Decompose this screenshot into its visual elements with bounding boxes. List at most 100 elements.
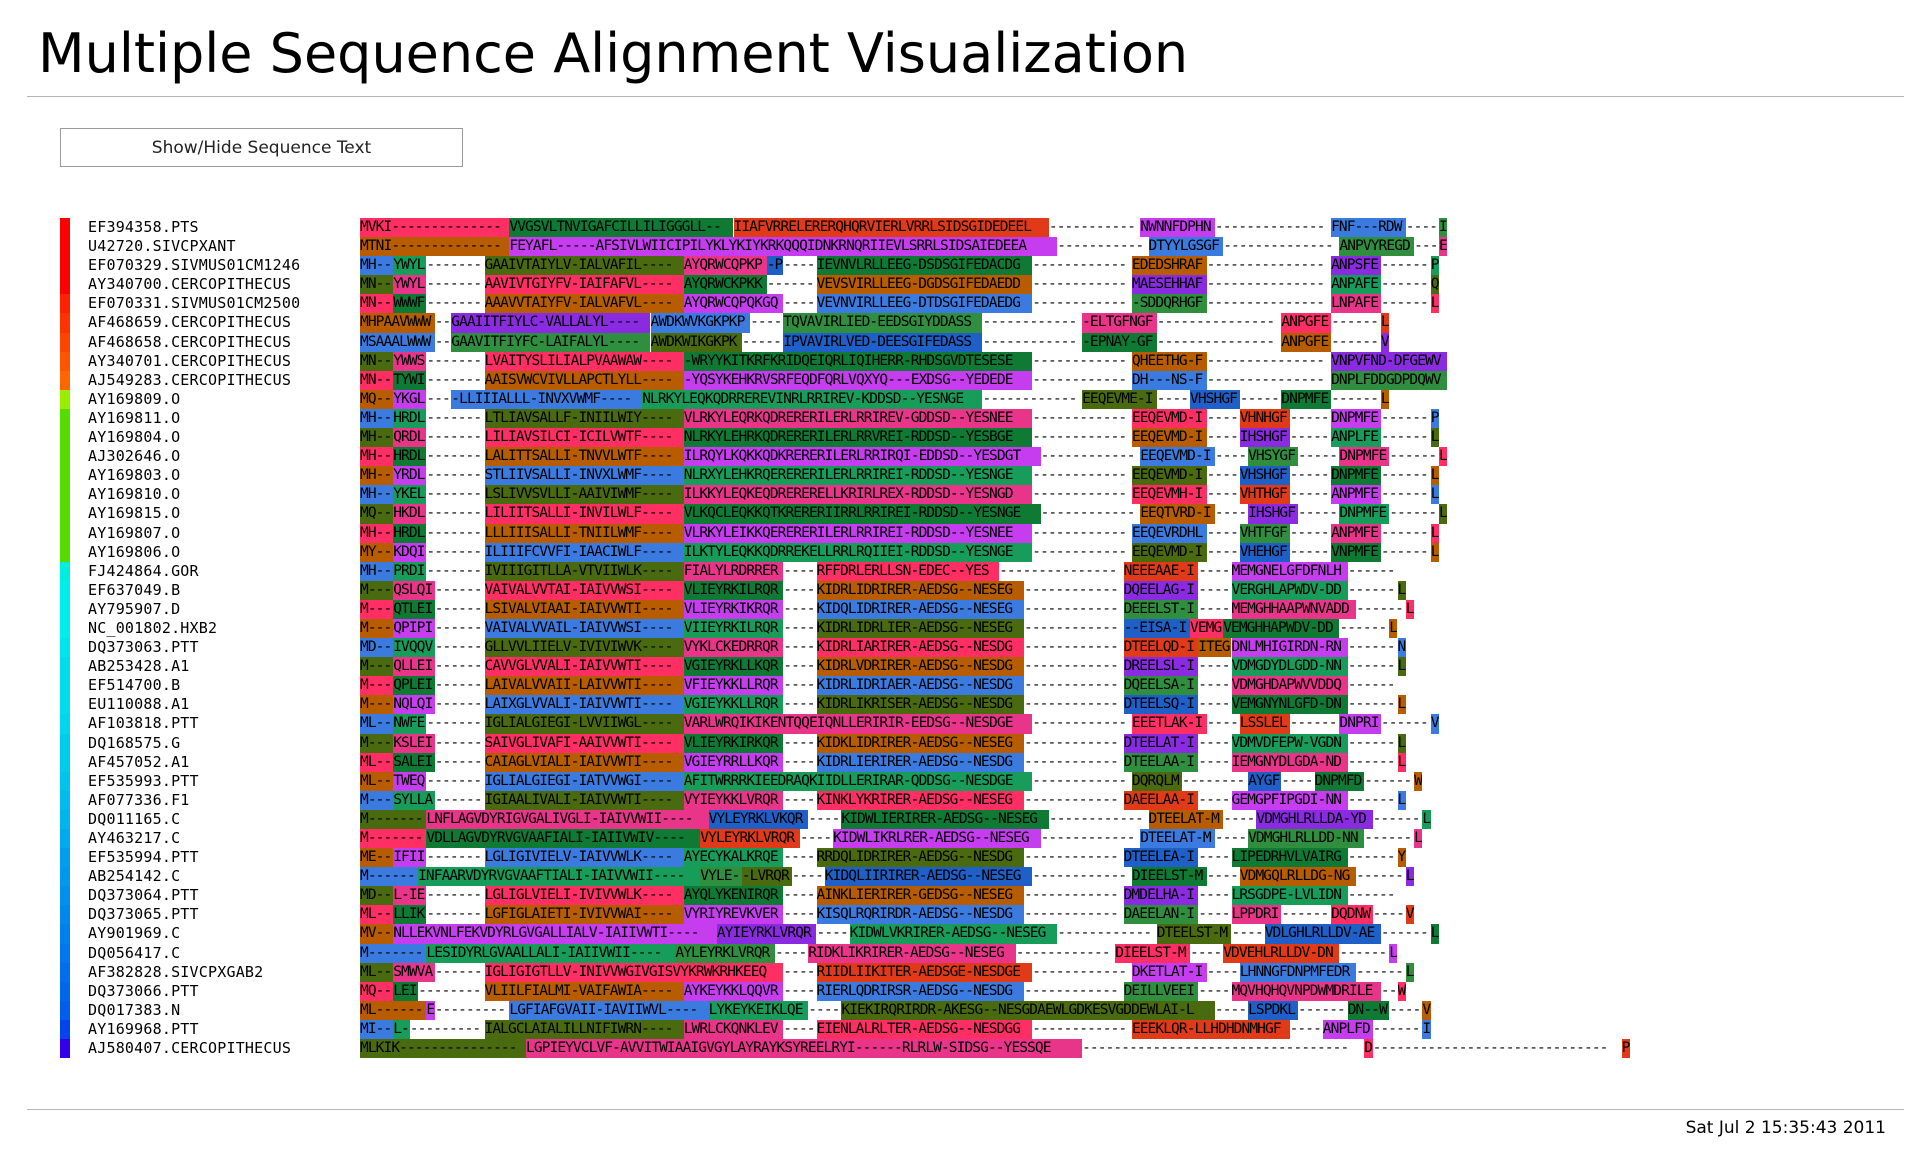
timestamp: Sat Jul 2 15:35:43 2011 [1685,1118,1886,1138]
sequence-segment: --------- [409,1020,481,1037]
sequence-segment: ------------ [1032,257,1127,274]
sequence-segment: SAIVGLIVAFI-AAIVVWTI---- [484,733,684,753]
sequence-segment: VIIEYRKILRQR [683,618,784,639]
sequence-segment: ------- [426,715,482,732]
sequence-segment: L [1439,447,1448,467]
sequence-row: MH-- QRDL ------- LILIAVSILCI-ICILVWTF---- N… [360,428,1860,448]
sequence-segment: DTEELAT-M [1148,809,1224,829]
sequence-segment: ---- [783,887,815,904]
sequence-row: ML-- SMWVA ------ IGLIGIGTLLV-INIVVWGIVGISV… [360,962,1860,982]
sequence-segment: -ELTGFNGF [1082,313,1157,333]
sequence-segment: LIPEDRHVLVAIRG [1231,848,1348,868]
sequence-segment: GAAIVTAIYLV-IALVAFIL---- [484,256,684,276]
sequence-segment: HRDL [393,408,427,429]
sequence-segment: I [1439,218,1448,238]
sequence-segment: -------- [418,982,482,999]
sequence-segment: AYQLYKENIRQR [683,886,784,906]
sequence-segment: EEQEVMD-I [1131,408,1207,429]
sequence-segment: MI-- [360,1019,394,1040]
alignment-panel[interactable]: MVKI-------------- VVGSVLTNVIGAFCILLILIGG… [360,218,1860,1059]
sequence-segment: ---- [1214,1001,1247,1018]
sequence-segment: AYQRWCQPKP [683,256,767,276]
sequence-row: MQ-- HKDL ------- LILIITSALLI-INVILWLF---- V… [360,504,1860,524]
sequence-segment: VDMGQLRLLDG-NG [1239,867,1356,887]
sequence-segment: GEMGPFIPGDI-NN [1231,790,1348,810]
sequence-segment: DQDNW [1331,905,1373,925]
sequence-segment: ----- [1297,505,1338,522]
sequence-segment: P [1430,408,1439,429]
sequence-segment: ---- [783,734,815,751]
sequence-segment: VFIEYKKLLRQR [683,676,784,696]
sequence-segment: MLKIK--------------- [360,1039,526,1059]
sequence-segment: VYIEYKKLVRQR [683,790,784,810]
sequence-segment: DTEELSQ-I [1123,695,1199,715]
sequence-segment: ---- [783,849,815,866]
sequence-segment: DQRQLM [1131,771,1182,791]
sequence-segment: DKETLAT-I [1131,962,1207,982]
sequence-segment: VDMGDYDLGDD-NN [1231,657,1348,677]
sequence-segment: ------ [1281,906,1329,923]
sequence-segment: ---- [1223,810,1255,827]
sequence-segment: V [1430,714,1439,734]
sequence-segment: VNPVFND-DFGEWV [1331,351,1448,371]
sequence-segment: ---- [791,868,824,885]
sequence-segment: ------ [1347,581,1396,598]
sequence-segment: ------------ [982,333,1078,350]
sequence-segment: MH-- [360,561,394,581]
sequence-segment: TQVAVIRLIED-EEDSGIYDDASS [783,313,983,333]
sequence-segment: DEEELST-I [1123,599,1199,619]
sequence-segment: AAISVWCVIVLLAPCTLYLL---- [484,370,684,390]
sequence-segment: ---- [1214,830,1247,846]
sequence-segment: DTYYLGSGF [1148,237,1224,257]
sequence-segment: ------ [1347,849,1396,866]
sequence-segment: L [1430,523,1439,543]
sequence-segment: KIDQLIDRIRER-AEDSG--NESEG [816,599,1024,619]
sequence-segment: ------------ [1032,486,1127,503]
sequence-segment: ------ [1347,639,1396,656]
sequence-segment: EEQEVMH-I [1131,485,1207,505]
sequence-segment: MQVHQHQVNPDWMDRILE [1231,981,1381,1001]
sequence-segment: ---- [1206,524,1239,541]
sequence-name: EF535994.PTT [88,848,199,867]
sequence-segment: ------ [1297,1001,1346,1018]
sequence-segment: ------ [1356,963,1404,980]
group-color-strip [60,886,70,906]
sequence-name: AY795907.D [88,599,181,618]
sequence-segment: --------------- [1206,295,1325,312]
sequence-segment: ---- [783,619,815,636]
sequence-segment: ---- [783,791,815,808]
sequence-segment: LEI [393,981,419,1001]
group-color-strip [60,332,70,352]
sequence-segment: EEETLAK-I [1131,714,1207,734]
sequence-segment: LALITTSALLI-TNVVLWTF---- [484,447,684,467]
sequence-segment: LILIITSALLI-INVILWLF---- [484,504,684,524]
sequence-segment: ---- [808,1001,840,1018]
group-color-strip [60,695,70,715]
sequence-segment: ------------ [1024,849,1119,866]
toggle-sequence-text-button[interactable]: Show/Hide Sequence Text [60,128,463,167]
sequence-segment: L [1439,504,1448,524]
sequence-segment: DQEELSA-I [1123,676,1199,696]
sequence-segment: NEEEAAE-I [1123,561,1199,581]
sequence-row: MVKI-------------- VVGSVLTNVIGAFCILLILIGG… [360,218,1860,238]
sequence-segment: ---- [1214,448,1247,465]
group-color-strip [60,313,70,333]
sequence-segment: ------------ [1032,772,1127,789]
sequence-segment: AYLEYRKLVRQR [675,943,775,963]
sequence-segment: MH-- [360,466,394,486]
sequence-segment: -P [766,256,784,276]
sequence-name: DQ017383.N [88,1000,181,1019]
sequence-segment: ---- [1372,906,1405,923]
sequence-segment: IGLIALGIEGI-LVVIIWGL---- [484,714,684,734]
sequence-segment: DN--W [1347,1000,1390,1020]
group-color-strip [60,867,70,887]
sequence-segment: VGIEYRRLLKQR [683,752,784,772]
sequence-segment: DIEELST-M [1115,943,1190,963]
sequence-segment: W [1414,771,1423,791]
group-color-strip [60,943,70,963]
sequence-segment: QTLEI [393,599,435,619]
sequence-segment: LGLIGIVIELV-IAIVVWLK---- [484,848,684,868]
sequence-segment: MTNI-------------- [360,237,510,257]
sequence-name: AY340701.CERCOPITHECUS [88,351,292,370]
sequence-row: M--- QSLQI ------ VAIVALVVTAI-IAIVVWSI---- V… [360,580,1860,600]
